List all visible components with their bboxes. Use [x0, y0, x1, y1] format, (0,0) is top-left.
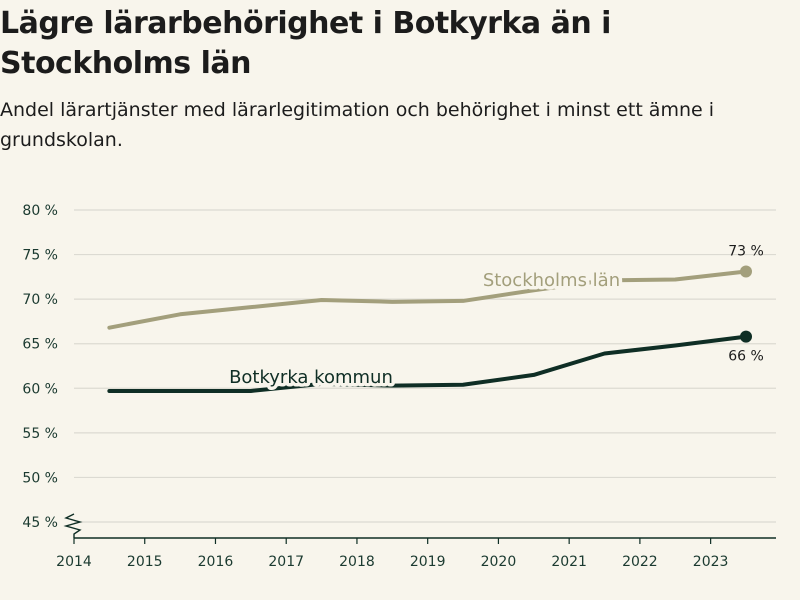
y-tick-label: 75 %: [22, 248, 58, 264]
series-line: [107, 269, 748, 330]
y-tick-label: 50 %: [22, 470, 58, 486]
x-tick-label: 2016: [198, 554, 234, 570]
y-axis: 45 % 50 % 55 % 60 % 65 % 70 % 75 % 80 %: [22, 203, 83, 538]
x-axis: 2014 2015 2016 2017 2018 2019 2020 2021 2022 2023: [56, 537, 776, 570]
series-group: 73 % Stockholms län 66 % Botkyrka kommun: [107, 244, 764, 393]
gridlines: [74, 209, 776, 523]
chart-title: Lägre lärarbehörighet i Botkyrka än i St…: [0, 6, 611, 81]
x-tick-label: 2018: [339, 554, 375, 570]
end-value-label: 73 %: [728, 244, 764, 260]
x-tick-label: 2021: [551, 554, 587, 570]
y-tick-label: 55 %: [22, 426, 58, 442]
y-tick-label: 80 %: [22, 203, 58, 219]
series-label: Botkyrka kommun: [229, 367, 393, 388]
x-tick-label: 2022: [622, 554, 658, 570]
series-label: Stockholms län: [483, 270, 620, 291]
y-tick-label: 60 %: [22, 381, 58, 397]
series-line: [107, 334, 748, 393]
end-value-label: 66 %: [728, 349, 764, 365]
y-tick-label: 70 %: [22, 292, 58, 308]
y-tick-label: 45 %: [22, 515, 58, 531]
x-tick-label: 2014: [56, 554, 92, 570]
end-point-marker: [740, 265, 752, 278]
chart-subtitle: Andel lärartjänster med lärarlegitimatio…: [0, 99, 715, 151]
y-tick-label: 65 %: [22, 337, 58, 353]
x-tick-label: 2015: [127, 554, 163, 570]
x-tick-label: 2019: [410, 554, 446, 570]
x-tick-label: 2023: [693, 554, 729, 570]
axis-break-icon: [63, 513, 83, 538]
x-tick-label: 2020: [481, 554, 517, 570]
end-point-marker: [740, 330, 752, 343]
x-tick-label: 2017: [268, 554, 304, 570]
